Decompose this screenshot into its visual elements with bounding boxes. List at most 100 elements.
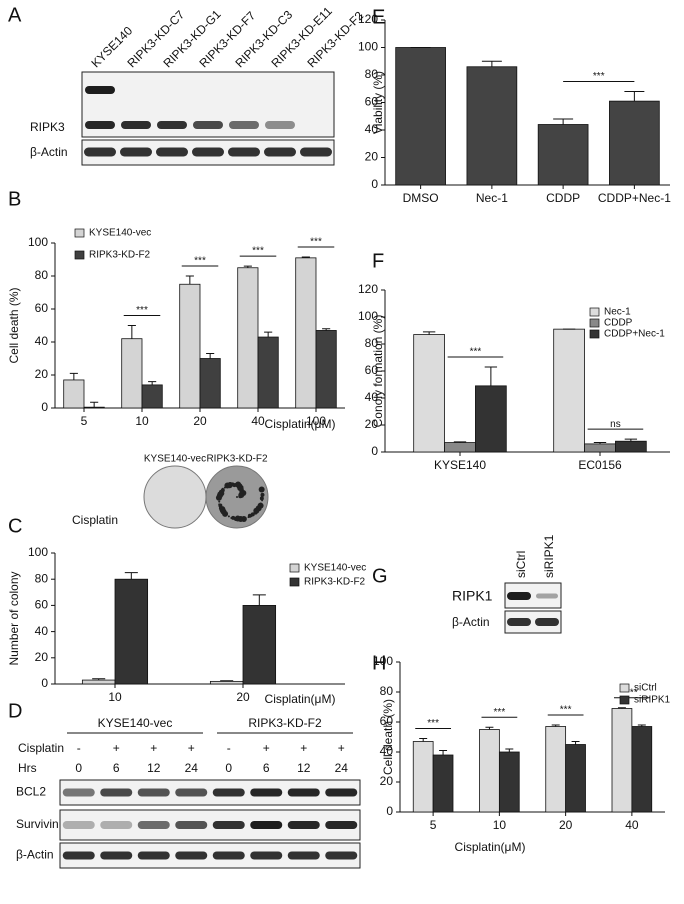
x-tick-label: 40 [625, 818, 639, 832]
bar [413, 334, 445, 453]
x-tick-label: EC0156 [578, 458, 622, 472]
bar [83, 406, 105, 409]
y-tick-label: 60 [35, 598, 49, 612]
lane-value: 12 [297, 761, 311, 775]
colony [259, 502, 262, 505]
blot-band [250, 821, 283, 829]
error-bar [206, 353, 215, 359]
error-bar [243, 265, 252, 268]
error-bar [92, 678, 106, 681]
x-tick-label: 10 [108, 690, 122, 704]
colony [218, 498, 221, 501]
blot-band [85, 86, 115, 94]
blot-band [62, 788, 95, 797]
blot-band [250, 788, 283, 797]
y-axis-label: Number of colony [7, 571, 21, 665]
y-tick-label: 80 [35, 571, 49, 585]
colony [253, 507, 260, 514]
blot-band [137, 851, 170, 860]
significance-label: *** [470, 347, 482, 358]
error-bar [252, 594, 266, 606]
bar [631, 726, 653, 813]
error-bar [185, 275, 194, 285]
bar [237, 267, 259, 409]
panel-label: E [372, 6, 385, 28]
y-tick-label: 120 [358, 12, 378, 26]
y-tick-label: 0 [386, 804, 393, 818]
bar [615, 440, 647, 453]
bar [242, 605, 277, 685]
lane-value: - [227, 741, 231, 755]
y-tick-label: 80 [35, 268, 49, 282]
blot-band [157, 121, 187, 129]
x-tick-label: KYSE140 [434, 458, 486, 472]
blot-band [212, 821, 245, 829]
error-bar [553, 118, 574, 125]
group-label: RIPK3-KD-F2 [248, 716, 322, 730]
bar [257, 336, 279, 409]
row-label: Hrs [18, 761, 37, 775]
error-bar [148, 381, 157, 385]
bar [553, 328, 585, 453]
lane-value: + [113, 741, 120, 755]
error-bar [124, 572, 138, 580]
panel-label: A [8, 4, 22, 26]
x-axis-label: Cisplatin(μM) [455, 840, 526, 854]
y-tick-label: 80 [380, 684, 394, 698]
significance-label: *** [310, 237, 322, 248]
row-label: RIPK1 [452, 588, 493, 604]
significance-label: *** [626, 687, 638, 698]
bar [432, 754, 454, 813]
error-bar [571, 741, 580, 745]
bar [444, 442, 476, 453]
error-bar [90, 401, 99, 408]
x-axis-label: Cisplatin(μM) [265, 417, 336, 431]
x-tick-label: CDDP [546, 191, 580, 205]
lane-value: 24 [185, 761, 199, 775]
error-bar [453, 441, 467, 443]
x-tick-label: Nec-1 [476, 191, 508, 205]
colony [234, 515, 241, 522]
x-tick-label: 20 [193, 414, 207, 428]
y-tick-label: 100 [358, 309, 378, 323]
lane-value: + [300, 741, 307, 755]
blot-band [265, 121, 295, 129]
blot-band [287, 788, 320, 797]
y-axis-label: Conoly formation (%) [371, 315, 385, 428]
error-bar [593, 442, 607, 444]
y-axis-label: Viability (%) [371, 71, 385, 134]
panel-label: D [8, 700, 22, 722]
blot-band [507, 618, 531, 626]
row-label: RIPK3 [30, 120, 65, 134]
blot-band [507, 592, 531, 600]
error-bar [505, 748, 514, 752]
bar [611, 708, 633, 813]
legend-label: Nec-1 [604, 307, 631, 318]
error-bar [419, 738, 428, 742]
lane-value: 6 [263, 761, 270, 775]
colony [260, 492, 265, 497]
colony [236, 484, 239, 487]
row-label: β-Actin [30, 145, 68, 159]
bar [545, 726, 567, 813]
x-axis-label: Cisplatin(μM) [265, 692, 336, 706]
row-label: BCL2 [16, 785, 46, 799]
error-bar [551, 724, 560, 727]
y-tick-label: 20 [365, 417, 379, 431]
legend-label: KYSE140-vec [89, 228, 151, 239]
legend-label: siRIPK1 [634, 695, 671, 706]
x-tick-label: 5 [430, 818, 437, 832]
y-tick-label: 60 [380, 714, 394, 728]
bar [179, 283, 201, 409]
error-bar [637, 724, 646, 727]
y-tick-label: 40 [365, 122, 379, 136]
bar [209, 680, 244, 685]
blot-band [287, 851, 320, 860]
blot-band [100, 851, 133, 860]
error-bar [481, 60, 502, 67]
legend-swatch [619, 695, 630, 705]
colony [244, 516, 247, 519]
y-axis-label: Cell death (%) [7, 287, 21, 363]
colony [218, 500, 221, 503]
